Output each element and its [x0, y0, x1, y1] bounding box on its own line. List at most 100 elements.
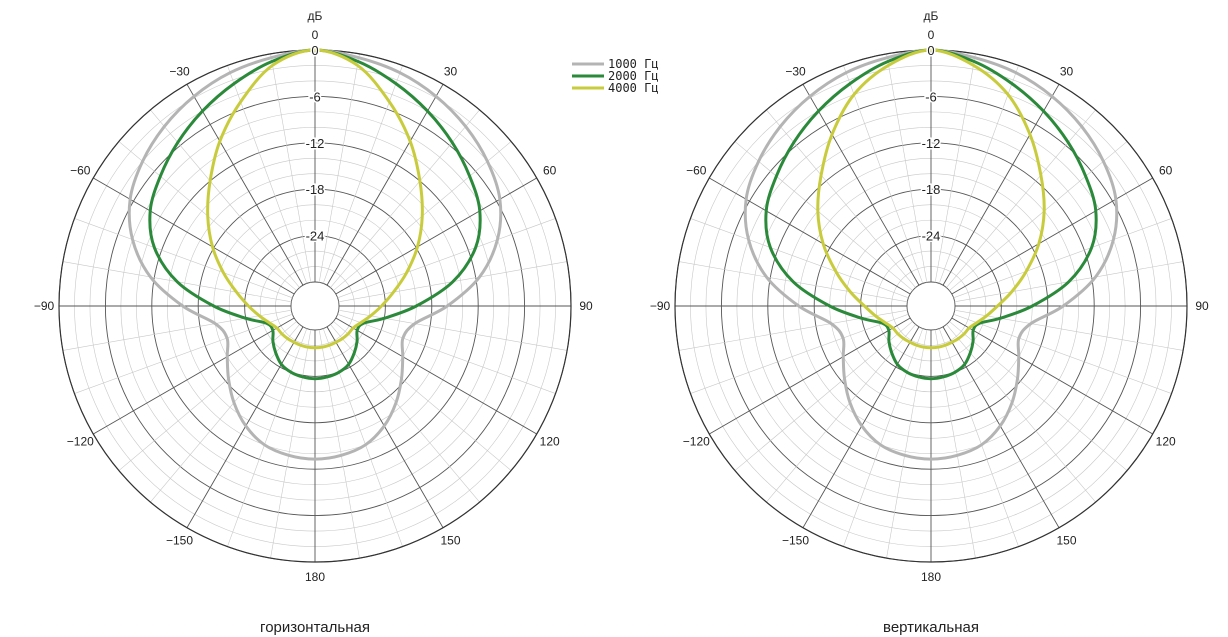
major-radial-line — [93, 177, 295, 295]
series-line-1000 — [743, 48, 1119, 461]
minor-radial-line — [337, 313, 556, 394]
angle-tick-label: −60 — [686, 164, 707, 178]
radial-tick-label: -24 — [922, 229, 941, 244]
minor-radial-line — [322, 328, 403, 547]
minor-radial-line — [150, 324, 300, 503]
radial-unit-label: дБ — [308, 9, 323, 23]
radial-tick-label: -6 — [925, 89, 937, 104]
series-line-2000 — [764, 48, 1098, 381]
minor-radial-line — [678, 309, 908, 351]
radial-tick-label: -12 — [922, 136, 941, 151]
series-line-2000 — [148, 48, 482, 381]
polar-chart-1: 0 -6 -12 -18 -24 0 30 60 90 120 150 180 −150 −120 −90 −… — [34, 9, 659, 636]
angle-tick-label: 0 — [928, 28, 935, 42]
minor-radial-line — [333, 321, 512, 471]
radial-unit-label: дБ — [924, 9, 939, 23]
minor-radial-line — [227, 328, 308, 547]
angle-tick-label: −30 — [785, 64, 806, 78]
angle-tick-label: 180 — [921, 570, 941, 584]
minor-radial-line — [62, 309, 292, 351]
minor-radial-line — [886, 53, 928, 283]
major-radial-line — [335, 317, 537, 435]
minor-radial-line — [690, 313, 909, 394]
minor-radial-line — [886, 329, 928, 559]
minor-radial-line — [949, 141, 1128, 291]
minor-radial-line — [934, 329, 976, 559]
polar-chart-2: 0 -6 -12 -18 -24 0 30 60 90 120 150 180 −150 −120 −90 −… — [650, 9, 1209, 636]
angle-tick-label: 60 — [543, 164, 557, 178]
major-grid-circle — [906, 281, 956, 331]
angle-tick-label: −90 — [34, 299, 55, 313]
angle-tick-label: 30 — [444, 64, 458, 78]
angle-tick-label: 0 — [312, 28, 319, 42]
major-radial-line — [93, 317, 295, 435]
minor-radial-line — [938, 65, 1019, 284]
minor-radial-line — [953, 218, 1172, 299]
radial-tick-label: -18 — [922, 182, 941, 197]
angle-tick-label: 90 — [579, 299, 593, 313]
minor-radial-line — [74, 218, 293, 299]
angle-tick-label: 180 — [305, 570, 325, 584]
minor-radial-line — [330, 109, 480, 288]
radial-tick-label: -12 — [306, 136, 325, 151]
angle-tick-label: 90 — [1195, 299, 1209, 313]
minor-radial-line — [766, 324, 916, 503]
minor-radial-line — [954, 309, 1184, 351]
chart-caption: вертикальная — [883, 619, 979, 636]
minor-radial-line — [934, 53, 976, 283]
radial-tick-label: -24 — [306, 229, 325, 244]
major-radial-line — [951, 177, 1153, 295]
major-radial-line — [186, 84, 304, 286]
major-radial-line — [942, 84, 1060, 286]
minor-radial-line — [330, 324, 480, 503]
legend-label: 1000 Гц — [608, 57, 659, 71]
angle-tick-label: −150 — [782, 534, 809, 548]
angle-tick-label: 30 — [1060, 64, 1074, 78]
angle-tick-label: −120 — [67, 435, 94, 449]
angle-tick-label: 60 — [1159, 164, 1173, 178]
chart-caption: горизонтальная — [260, 619, 370, 636]
angle-tick-label: 150 — [440, 534, 460, 548]
radial-tick-label: 0 — [311, 43, 318, 58]
minor-radial-line — [318, 329, 360, 559]
minor-radial-line — [949, 321, 1128, 471]
angle-tick-label: 120 — [1156, 435, 1176, 449]
radial-tick-label: -6 — [309, 89, 321, 104]
major-radial-line — [335, 177, 537, 295]
minor-radial-line — [270, 53, 312, 283]
angle-tick-label: −60 — [70, 164, 91, 178]
minor-radial-line — [843, 65, 924, 284]
minor-radial-line — [766, 109, 916, 288]
minor-radial-line — [938, 328, 1019, 547]
minor-radial-line — [337, 218, 556, 299]
legend-label: 4000 Гц — [608, 81, 659, 95]
minor-radial-line — [118, 321, 297, 471]
series-line-4000 — [206, 48, 424, 350]
minor-radial-line — [690, 218, 909, 299]
minor-radial-line — [734, 141, 913, 291]
major-radial-line — [709, 177, 911, 295]
major-grid-circle — [290, 281, 340, 331]
major-radial-line — [802, 84, 920, 286]
minor-radial-line — [843, 328, 924, 547]
major-radial-line — [951, 317, 1153, 435]
minor-radial-line — [150, 109, 300, 288]
major-radial-line — [709, 317, 911, 435]
minor-radial-line — [734, 321, 913, 471]
minor-radial-line — [946, 324, 1096, 503]
angle-tick-label: 150 — [1056, 534, 1076, 548]
minor-radial-line — [270, 329, 312, 559]
radial-tick-label: -18 — [306, 182, 325, 197]
angle-tick-label: −150 — [166, 534, 193, 548]
minor-radial-line — [338, 309, 568, 351]
series-line-1000 — [127, 48, 503, 461]
minor-radial-line — [74, 313, 293, 394]
series-line-4000 — [816, 48, 1046, 350]
angle-tick-label: 120 — [540, 435, 560, 449]
minor-radial-line — [953, 313, 1172, 394]
minor-radial-line — [946, 109, 1096, 288]
angle-tick-label: −30 — [169, 64, 190, 78]
major-radial-line — [326, 84, 444, 286]
